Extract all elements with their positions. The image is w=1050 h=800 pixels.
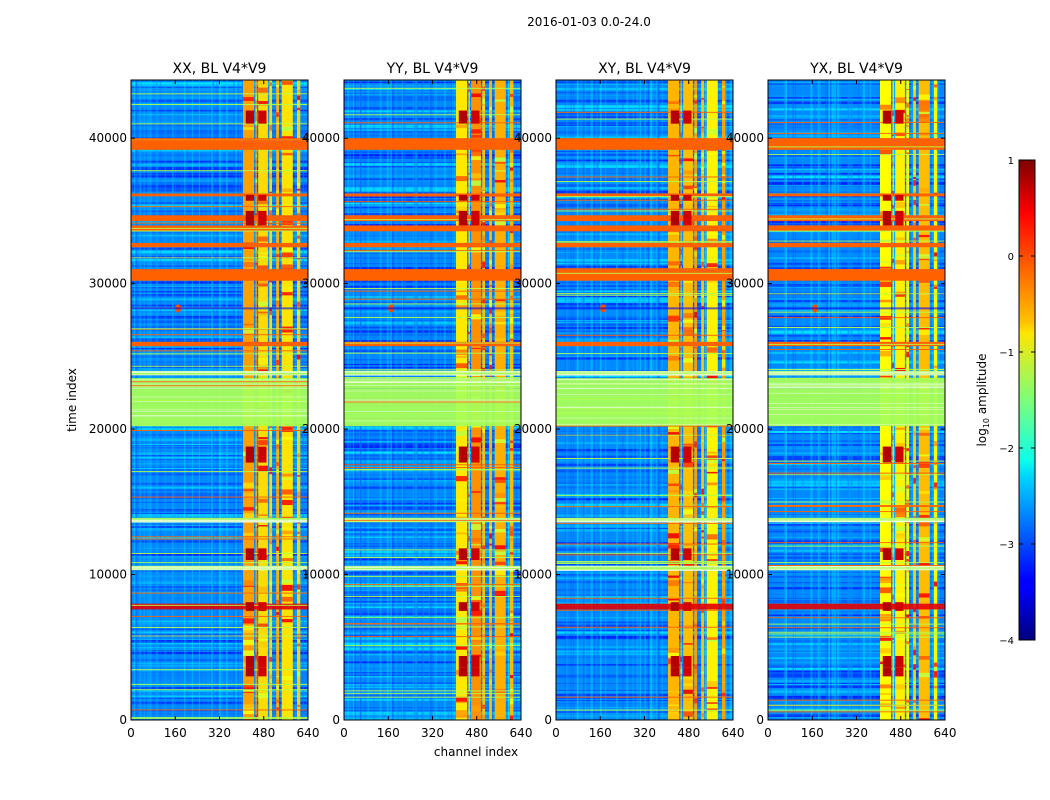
x-tick-label: 160 [164,726,187,740]
y-tick-label: 0 [756,713,764,727]
colorbar-label: log10 amplitude [975,354,991,447]
x-tick-label: 320 [421,726,444,740]
y-tick-label: 10000 [302,568,340,582]
y-tick-label: 30000 [302,277,340,291]
panel-4: YX, BL V4*V9 0 160 320 480 640 0 10000 20000 3000… [726,61,957,740]
colorbar-ticks: 1 0 −1 −2 −3 −4 [999,156,1035,647]
x-tick-label: 160 [377,726,400,740]
colorbar: 1 0 −1 −2 −3 −4 log10 amplitude [975,156,1036,647]
y-tick-label: 0 [544,713,552,727]
figure-suptitle: 2016-01-03 0.0-24.0 [527,15,651,29]
y-tick-label: 20000 [89,422,127,436]
y-tick-label: 20000 [726,422,764,436]
x-tick-label: 480 [889,726,912,740]
x-tick-label: 320 [208,726,231,740]
y-tick-label: 10000 [514,568,552,582]
panel-title: XX, BL V4*V9 [173,61,267,77]
y-tick-label: 30000 [514,277,552,291]
heatmap-image [344,80,521,720]
y-tick-label: 20000 [514,422,552,436]
x-tick-label: 480 [677,726,700,740]
x-tick-label: 640 [297,726,320,740]
y-tick-label: 40000 [514,131,552,145]
x-tick-label: 160 [801,726,824,740]
y-tick-label: 0 [332,713,340,727]
x-tick-label: 0 [127,726,135,740]
y-tick-label: 30000 [726,277,764,291]
y-tick-label: 40000 [726,131,764,145]
x-tick-label: 640 [722,726,745,740]
heatmap-image [556,80,733,720]
colorbar-gradient [1018,159,1036,641]
y-tick-label: 10000 [89,568,127,582]
colorbar-tick-label: −2 [999,444,1014,455]
y-tick-label: 20000 [302,422,340,436]
y-tick-label: 30000 [89,277,127,291]
x-tick-label: 480 [465,726,488,740]
panels: XX, BL V4*V9 0 160 320 480 640 0 10000 20000 3000… [89,61,957,740]
y-tick-label: 0 [119,713,127,727]
x-tick-label: 160 [589,726,612,740]
x-tick-label: 320 [845,726,868,740]
y-tick-label: 10000 [726,568,764,582]
x-tick-label: 640 [510,726,533,740]
panel-3: XY, BL V4*V9 0 160 320 480 640 0 10000 20000 3000… [514,61,745,740]
heatmap-image [131,80,308,720]
panel-1: XX, BL V4*V9 0 160 320 480 640 0 10000 20000 3000… [89,61,320,740]
y-axis-label: time index [65,368,79,432]
x-tick-label: 0 [340,726,348,740]
colorbar-tick-label: 0 [1008,252,1014,263]
y-tick-label: 40000 [302,131,340,145]
panel-title: YX, BL V4*V9 [809,61,903,77]
y-tick-label: 40000 [89,131,127,145]
panel-title: XY, BL V4*V9 [598,61,691,77]
heatmap-image [768,80,945,720]
x-tick-label: 0 [552,726,560,740]
panel-2: YY, BL V4*V9 0 160 320 480 640 0 10000 20000 3000… [302,61,533,740]
x-tick-label: 640 [934,726,957,740]
x-tick-label: 0 [764,726,772,740]
colorbar-tick-label: −4 [999,636,1014,647]
x-axis-label: channel index [434,745,518,759]
x-tick-label: 480 [252,726,275,740]
colorbar-tick-label: 1 [1008,156,1014,167]
colorbar-tick-label: −3 [999,540,1014,551]
x-tick-label: 320 [633,726,656,740]
panel-title: YY, BL V4*V9 [386,61,479,77]
colorbar-tick-label: −1 [999,348,1014,359]
